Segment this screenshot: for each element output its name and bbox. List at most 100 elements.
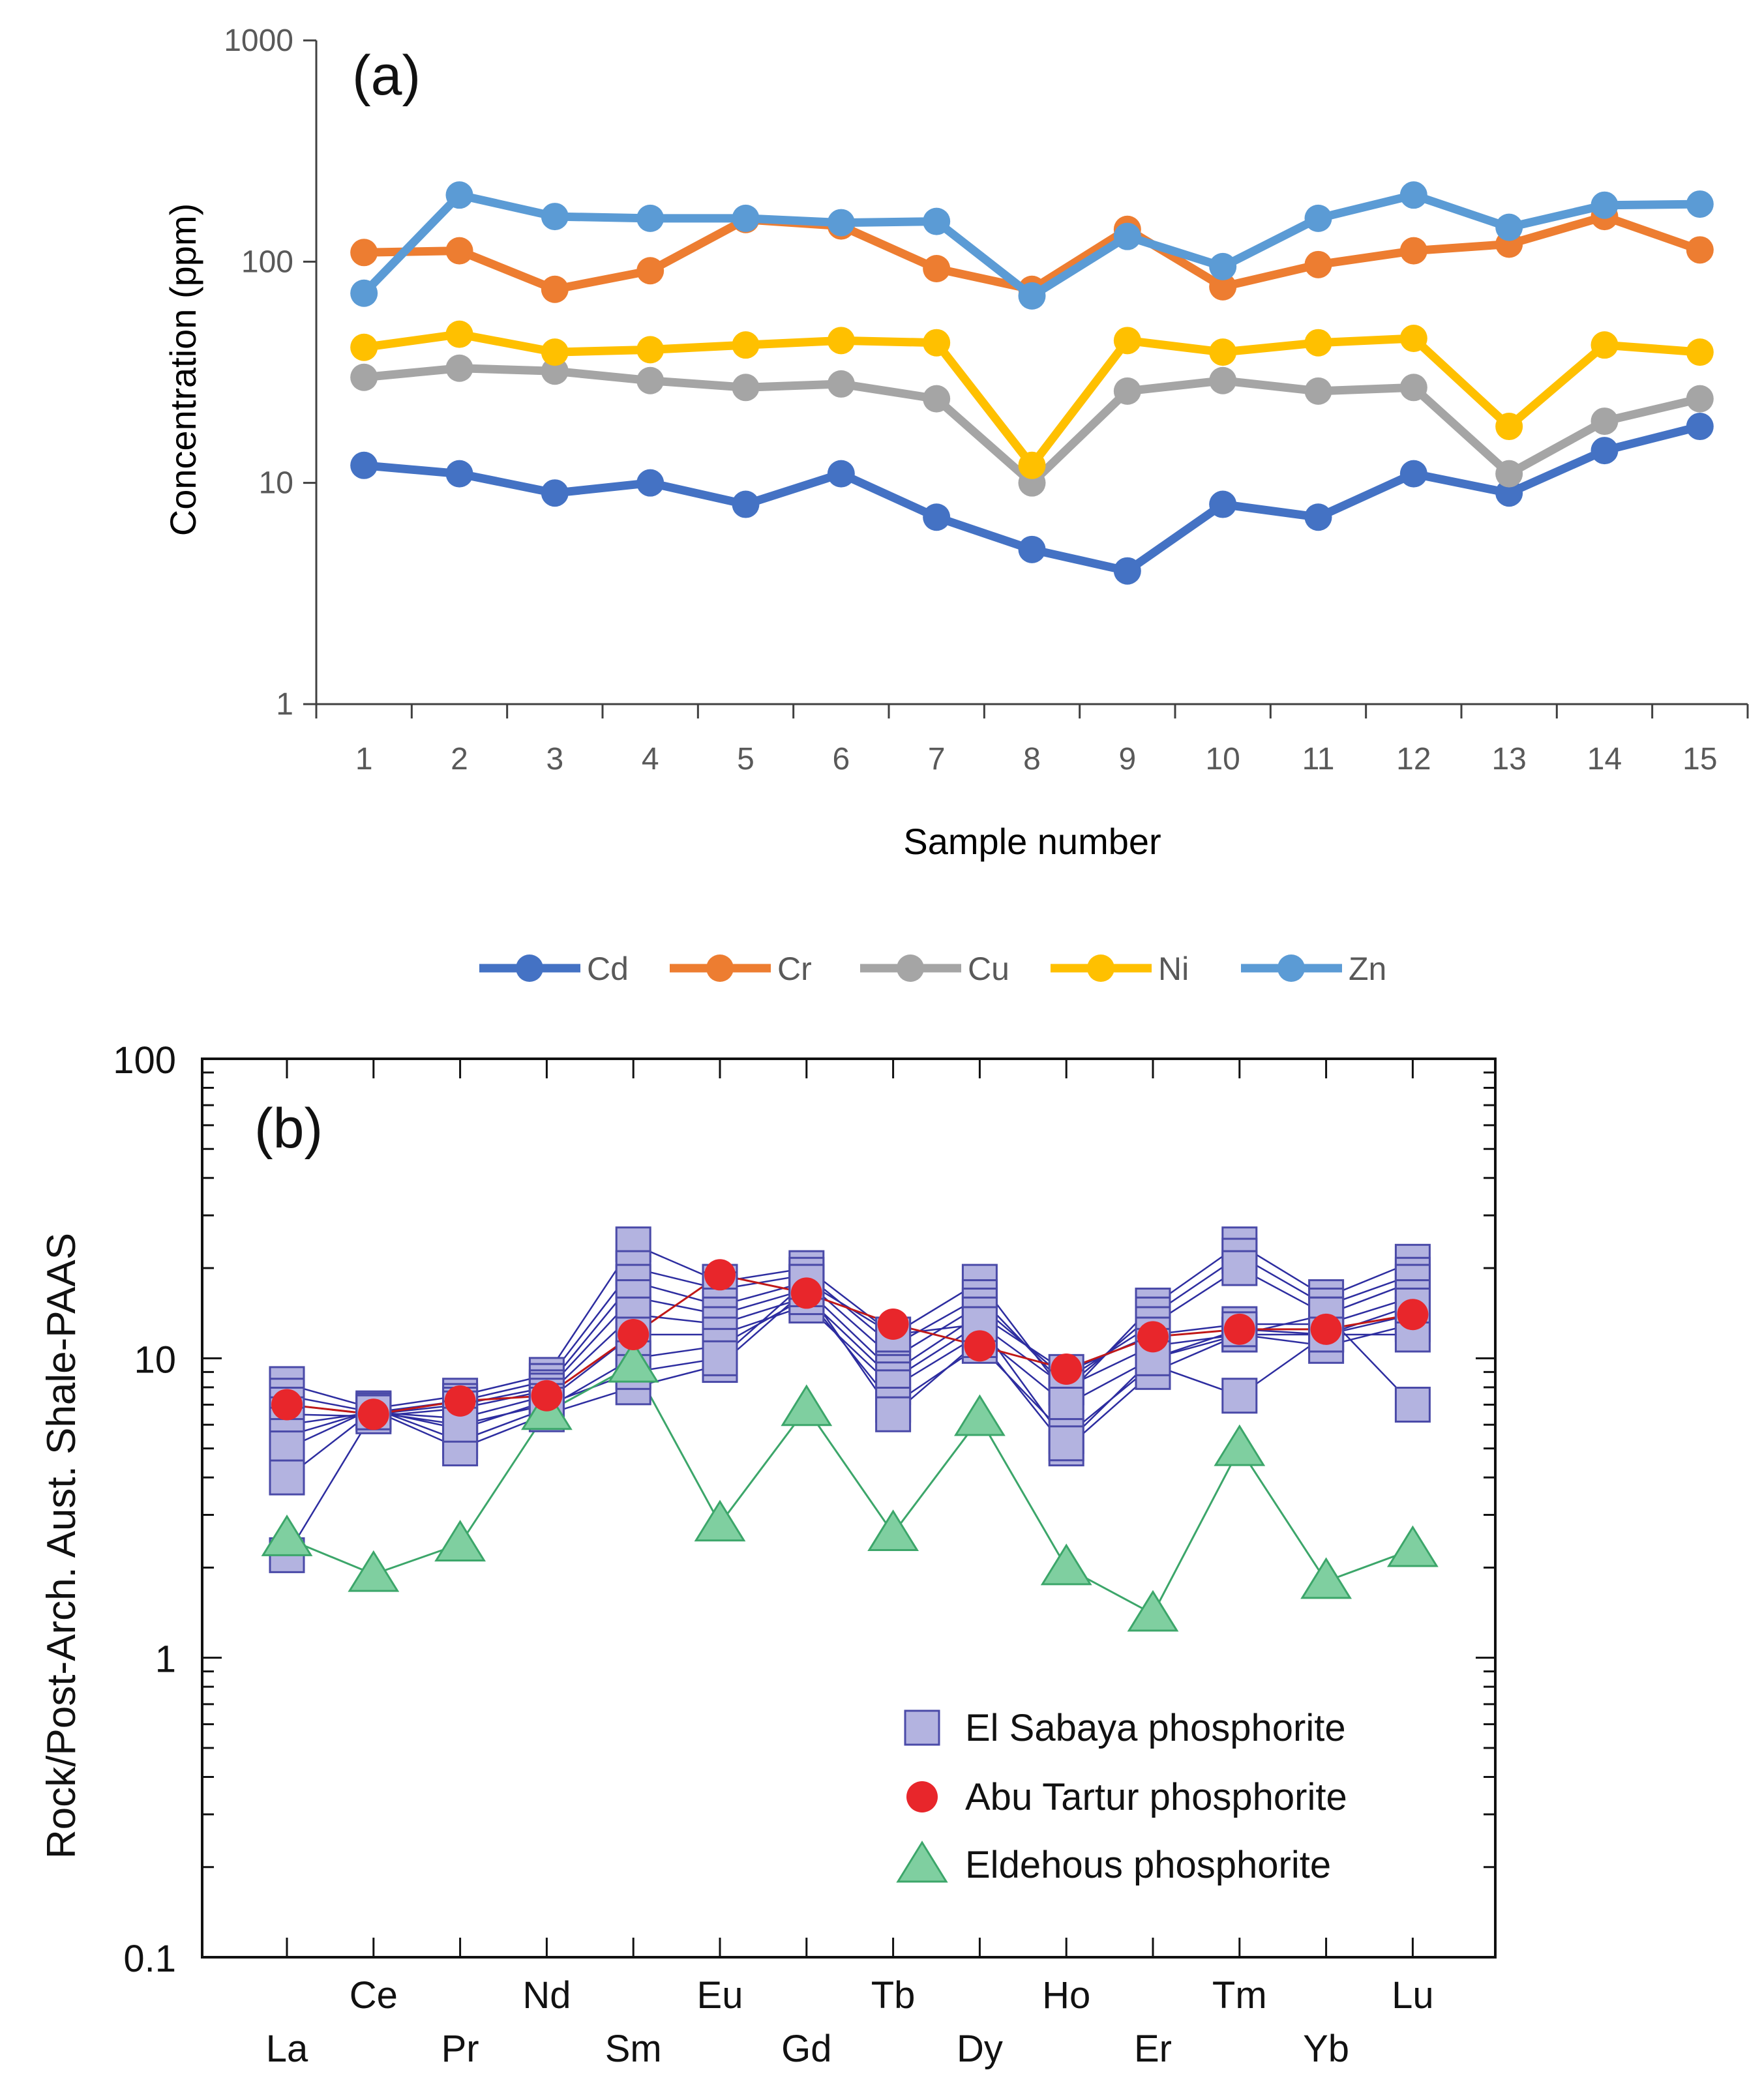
panel-a-x-tick-label: 8 <box>1023 742 1041 776</box>
panel-b-label: (b) <box>254 1097 323 1160</box>
panel-a-x-tick-label: 13 <box>1491 742 1526 776</box>
point-ni <box>1209 338 1237 366</box>
point-cd <box>1018 535 1046 563</box>
point-zn <box>1304 204 1332 232</box>
panel-a-y-axis-title: Concentration (ppm) <box>162 203 203 536</box>
point-eldehous <box>1386 1525 1439 1567</box>
panel-a-x-axis-title: Sample number <box>903 821 1161 862</box>
point-cr <box>1304 250 1332 278</box>
panel-a-series <box>350 181 1714 585</box>
panel-b-x-tick-label: Yb <box>1303 2028 1349 2070</box>
point-cr <box>1686 236 1714 264</box>
point-cr <box>923 255 951 283</box>
panel-b-x-tick-label: Gd <box>781 2028 831 2070</box>
point-cu <box>1495 460 1523 488</box>
point-el-sabaya <box>875 1396 912 1432</box>
panel-b-tick-labels: 0.1 1 10 100 La Ce Pr Nd Sm Eu Gd Tb Dy Ho Er Tm Yb Lu <box>113 1039 1433 2070</box>
point-abu-tartur <box>444 1385 476 1417</box>
point-cu <box>1686 385 1714 413</box>
panel-a-x-tick-label: 6 <box>832 742 850 776</box>
point-abu-tartur <box>1310 1313 1342 1345</box>
point-el-sabaya <box>702 1340 738 1376</box>
panel-b-x-tick-label: Tm <box>1212 1974 1267 2017</box>
legend-label-cr: Cr <box>777 951 812 987</box>
point-cu <box>445 354 473 382</box>
point-cu <box>1399 374 1427 402</box>
point-cd <box>732 490 760 518</box>
panel-a-x-tick-label: 14 <box>1587 742 1622 776</box>
panel-a-y-tick-label: 1000 <box>224 23 293 58</box>
panel-b-x-tick-label: Eu <box>697 1974 743 2017</box>
point-abu-tartur <box>704 1259 736 1291</box>
legend-marker-eldehous <box>896 1841 948 1883</box>
point-ni <box>1495 413 1523 441</box>
panel-b-x-tick-label: Pr <box>441 2028 479 2070</box>
panel-b-axes <box>201 1057 1497 1959</box>
panel-b-frame <box>201 1057 1497 1959</box>
point-cu <box>827 370 855 398</box>
panel-b-y-tick-label: 10 <box>134 1338 176 1381</box>
point-cu <box>350 363 378 391</box>
point-el-sabaya <box>1394 1386 1431 1423</box>
point-cr <box>445 237 473 265</box>
legend-label-ni: Ni <box>1158 951 1189 987</box>
point-ni <box>923 329 951 357</box>
point-eldehous <box>434 1520 486 1562</box>
point-zn <box>1686 190 1714 218</box>
legend-label-el-sabaya: El Sabaya phosphorite <box>965 1707 1346 1749</box>
legend-marker-zn <box>1277 954 1305 982</box>
panel-b-x-tick-label: La <box>266 2028 308 2070</box>
panel-b-y-tick-label: 0.1 <box>123 1938 176 1980</box>
point-eldehous <box>781 1384 833 1427</box>
point-abu-tartur <box>271 1389 303 1421</box>
point-ni <box>636 336 664 364</box>
legend-marker-cu <box>897 954 924 982</box>
point-eldehous <box>348 1550 400 1592</box>
series-line-eldehous <box>286 1363 1413 1616</box>
panel-a-x-tick-label: 7 <box>928 742 946 776</box>
panel-b-x-tick-label: Nd <box>522 1974 571 2017</box>
point-abu-tartur <box>1397 1299 1429 1331</box>
point-zn <box>1209 252 1237 280</box>
panel-b-x-tick-label: Er <box>1134 2028 1172 2070</box>
point-eldehous <box>694 1500 746 1542</box>
point-cd <box>827 460 855 488</box>
point-abu-tartur <box>790 1277 822 1309</box>
panel-b-chart: 0.1 1 10 100 La Ce Pr Nd Sm Eu Gd Tb Dy Ho Er Tm Yb Lu (b… <box>39 1039 1497 2070</box>
point-ni <box>541 338 569 366</box>
point-abu-tartur <box>964 1330 996 1362</box>
point-zn <box>732 204 760 232</box>
panel-a-label: (a) <box>352 44 421 107</box>
panel-a-x-tick-label: 15 <box>1682 742 1717 776</box>
legend-label-eldehous: Eldehous phosphorite <box>965 1844 1331 1886</box>
legend-marker-abu-tartur <box>906 1781 938 1812</box>
legend-label-abu-tartur: Abu Tartur phosphorite <box>965 1776 1347 1818</box>
legend-label-cd: Cd <box>587 951 629 987</box>
panel-a-y-tick-label: 10 <box>259 466 293 501</box>
panel-a-y-tick-label: 1 <box>276 687 293 722</box>
point-eldehous <box>953 1394 1006 1436</box>
point-zn <box>1590 191 1619 219</box>
point-ni <box>827 327 855 355</box>
point-abu-tartur <box>877 1308 909 1340</box>
point-cr <box>1209 273 1237 301</box>
panel-a-x-tick-label: 10 <box>1205 742 1240 776</box>
point-cu <box>1304 377 1332 405</box>
point-eldehous <box>261 1515 313 1556</box>
panel-a-y-tick-label: 100 <box>241 244 293 279</box>
point-el-sabaya <box>1048 1386 1084 1423</box>
point-el-sabaya <box>1221 1378 1258 1414</box>
point-cd <box>445 460 473 488</box>
point-abu-tartur <box>1223 1313 1255 1345</box>
legend-marker-ni <box>1087 954 1114 982</box>
point-ni <box>1113 327 1141 355</box>
point-eldehous <box>1214 1424 1266 1466</box>
legend-label-cu: Cu <box>968 951 1009 987</box>
panel-a-x-tick-label: 2 <box>451 742 468 776</box>
point-zn <box>827 209 855 237</box>
panel-a-x-tick-label: 5 <box>737 742 754 776</box>
point-ni <box>1590 331 1619 359</box>
point-cd <box>541 479 569 507</box>
